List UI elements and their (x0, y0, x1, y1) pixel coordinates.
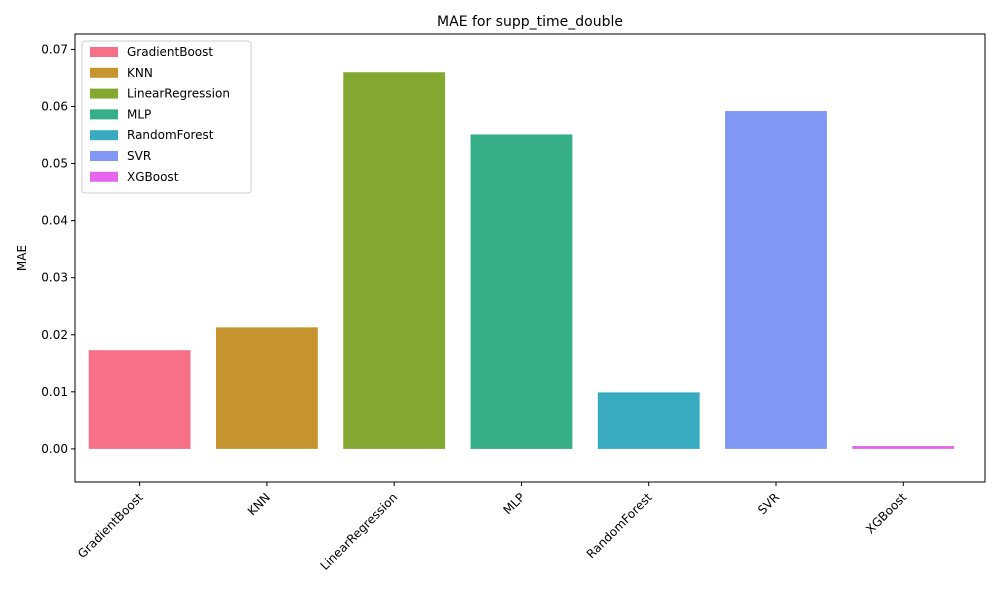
y-tick-label: 0.03 (41, 271, 68, 285)
y-tick-label: 0.07 (41, 42, 68, 56)
y-axis: 0.00 0.01 0.02 0.03 0.04 0.05 0.06 0.07 (41, 42, 75, 456)
legend-swatch-mlp (90, 109, 118, 120)
chart-title: MAE for supp_time_double (437, 14, 623, 30)
x-tick-label-xgboost: XGBoost (863, 490, 909, 536)
legend-label-mlp: MLP (127, 107, 151, 121)
legend-frame (81, 40, 252, 194)
legend-swatch-svr (90, 151, 118, 161)
bar-linearregression (343, 72, 446, 449)
y-tick-label: 0.00 (41, 442, 68, 456)
bar-svr (725, 111, 827, 449)
y-tick-label: 0.06 (41, 99, 68, 113)
x-tick-label-linearregression: LinearRegression (318, 490, 401, 573)
x-tick-label-svr: SVR (755, 490, 782, 517)
legend-swatch-linearregression (90, 88, 118, 99)
bar-gradientboost (88, 350, 191, 449)
legend-label-xgboost: XGBoost (127, 170, 179, 184)
legend-swatch-gradientboost (90, 47, 118, 57)
bars-group (88, 72, 955, 449)
x-axis: GradientBoost KNN LinearRegression MLP Rando… (75, 482, 910, 573)
legend-label-knn: KNN (127, 66, 153, 80)
x-tick-label-knn: KNN (245, 490, 273, 518)
y-tick-label: 0.02 (41, 328, 68, 342)
y-tick-label: 0.01 (41, 385, 68, 399)
legend-label-gradientboost: GradientBoost (127, 45, 213, 59)
x-tick-label-gradientboost: GradientBoost (75, 490, 146, 561)
legend-swatch-knn (90, 67, 118, 78)
legend: GradientBoost KNN LinearRegression MLP Rando… (81, 40, 252, 194)
legend-swatch-randomforest (90, 130, 118, 141)
bar-xgboost (852, 446, 955, 449)
y-tick-label: 0.05 (41, 157, 68, 171)
x-tick-label-mlp: MLP (501, 490, 528, 517)
y-tick-label: 0.04 (41, 214, 68, 228)
y-axis-label: MAE (15, 245, 29, 271)
bar-mlp (470, 134, 573, 449)
plot-frame (74, 33, 986, 483)
x-tick-label-randomforest: RandomForest (584, 490, 655, 561)
legend-swatch-xgboost (90, 171, 118, 182)
legend-label-linearregression: LinearRegression (127, 87, 230, 101)
bar-randomforest (597, 392, 700, 449)
bar-knn (216, 327, 318, 449)
legend-label-randomforest: RandomForest (127, 128, 214, 142)
legend-label-svr: SVR (127, 149, 151, 163)
